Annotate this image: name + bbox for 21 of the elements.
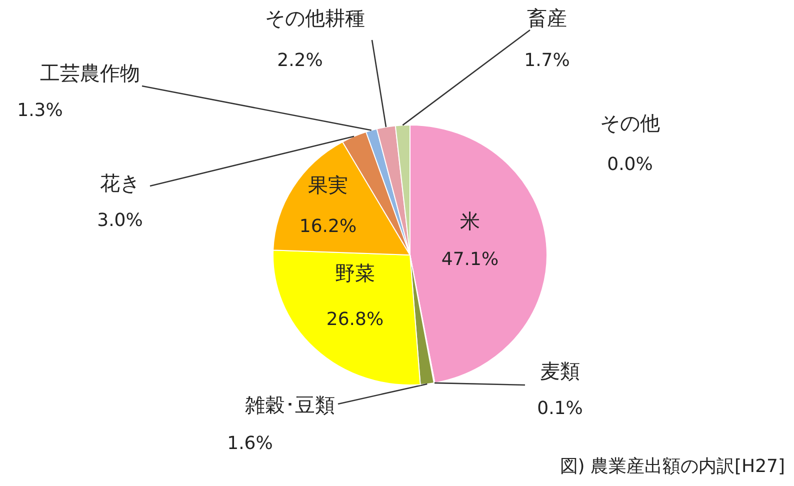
- slice-label: 麦類: [540, 359, 580, 383]
- text: 図) 農業産出額の内訳[H27]: [560, 456, 785, 477]
- data-label: 47.1%: [441, 249, 499, 270]
- data-label: 3.0%: [97, 210, 143, 231]
- data-label: 1.7%: [524, 50, 570, 71]
- slice-label: 野菜: [335, 261, 375, 285]
- slice-label: 畜産: [527, 6, 567, 30]
- slice-label: 果実: [308, 173, 348, 197]
- slice-label: 米: [460, 209, 480, 233]
- data-label: 1.6%: [227, 433, 273, 454]
- slice-label: 花き: [100, 171, 140, 195]
- data-label: 26.8%: [326, 309, 384, 330]
- slice-label: その他耕種: [265, 6, 365, 30]
- data-label: 2.2%: [277, 50, 323, 71]
- category-label: その他: [600, 111, 660, 135]
- data-label: 0.1%: [537, 398, 583, 419]
- data-label: 1.3%: [17, 100, 63, 121]
- text: 0.0%: [607, 154, 653, 175]
- slice-label: 工芸農作物: [40, 61, 140, 85]
- slice-label: 雑穀･豆類: [245, 393, 335, 417]
- data-label: 16.2%: [299, 216, 357, 237]
